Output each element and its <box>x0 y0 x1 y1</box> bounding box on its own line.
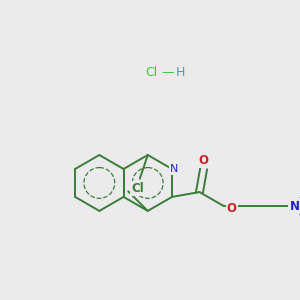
Text: O: O <box>227 202 237 214</box>
Text: H: H <box>176 66 185 79</box>
Text: Cl: Cl <box>131 182 144 195</box>
Text: N: N <box>170 164 178 174</box>
Text: Cl: Cl <box>146 66 158 79</box>
Text: —: — <box>162 66 174 79</box>
Text: N: N <box>290 200 300 213</box>
Text: O: O <box>199 154 208 167</box>
